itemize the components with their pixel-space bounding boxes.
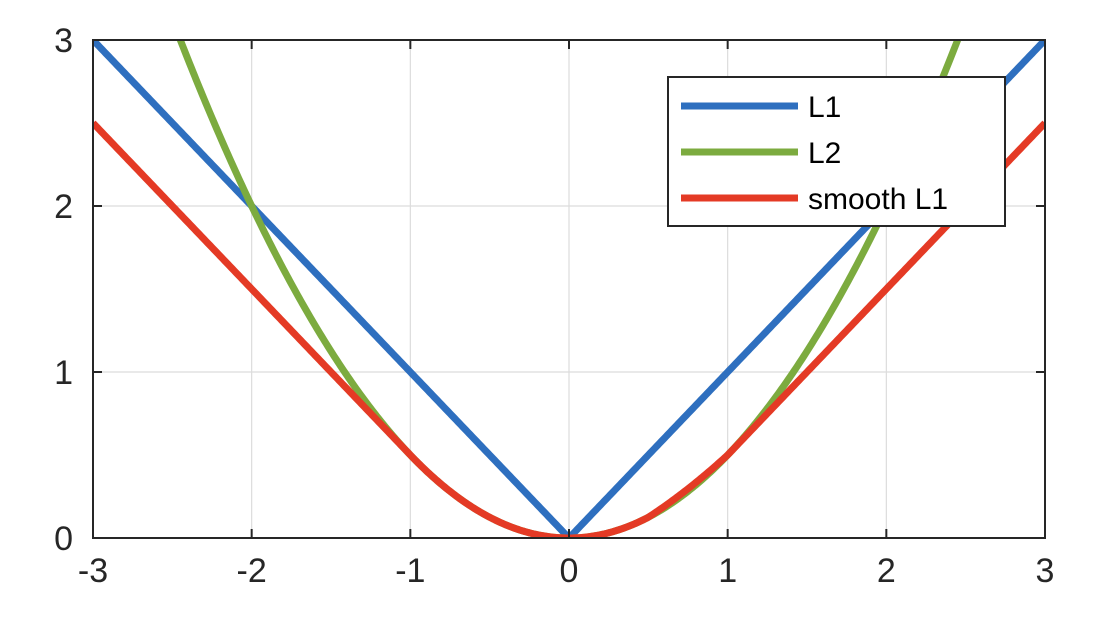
x-tick-label: -3 xyxy=(78,552,108,590)
series-line-smooth-l1 xyxy=(93,120,1045,538)
x-tick-label: 2 xyxy=(877,552,896,590)
legend: L1 L2 smooth L1 xyxy=(667,76,1006,227)
x-tick-label: 1 xyxy=(718,552,737,590)
legend-label: smooth L1 xyxy=(808,183,948,216)
x-tick-label: 3 xyxy=(1036,552,1055,590)
x-tick-label: -2 xyxy=(237,552,267,590)
y-tick-label: 0 xyxy=(54,520,73,558)
y-tick-label: 3 xyxy=(54,22,73,60)
legend-label: L1 xyxy=(808,91,841,124)
x-tick-label: -1 xyxy=(395,552,425,590)
x-tick-label: 0 xyxy=(560,552,579,590)
legend-label: L2 xyxy=(808,137,841,170)
y-tick-label: 2 xyxy=(54,188,73,226)
axis-ticks: -3 -2 -1 0 1 2 3 0 1 2 3 xyxy=(54,22,1054,590)
y-tick-label: 1 xyxy=(54,354,73,392)
